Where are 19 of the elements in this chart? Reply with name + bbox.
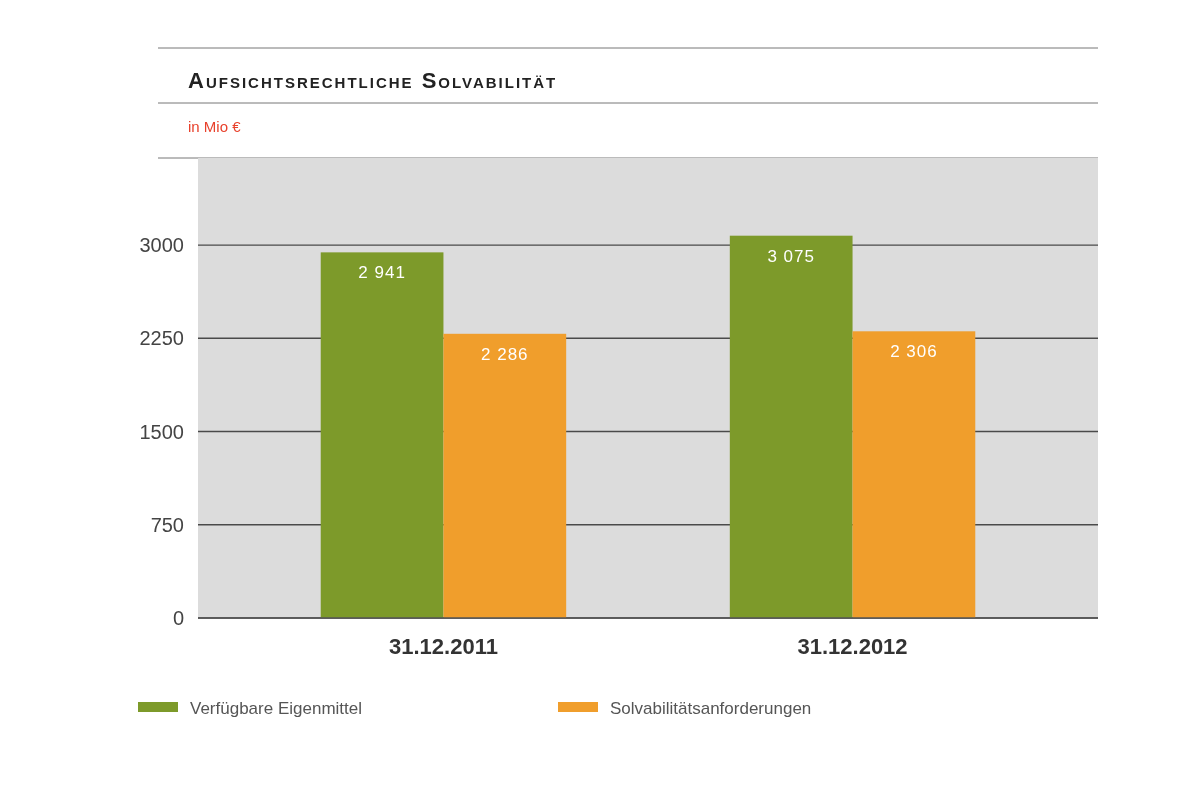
- x-tick-label: 31.12.2012: [797, 634, 908, 659]
- bar: [320, 252, 444, 618]
- bar: [443, 333, 567, 618]
- bar: [729, 235, 853, 618]
- chart-subtitle: in Mio €: [188, 118, 242, 135]
- data-label: 2 286: [481, 344, 529, 364]
- data-label: 3 075: [767, 246, 815, 266]
- legend-label: Solvabilitätsanforderungen: [610, 698, 812, 718]
- chart-title: Aufsichtsrechtliche Solvabilität: [188, 68, 558, 93]
- y-tick-label: 3000: [139, 234, 184, 257]
- legend-label: Verfügbare Eigenmittel: [190, 698, 362, 718]
- bar: [852, 331, 976, 618]
- x-tick-label: 31.12.2011: [389, 634, 498, 659]
- y-tick-label: 0: [172, 607, 184, 629]
- data-label: 2 941: [358, 263, 406, 283]
- y-tick-label: 2250: [139, 327, 184, 350]
- y-tick-label: 1500: [139, 420, 184, 443]
- y-tick-label: 750: [150, 513, 184, 536]
- data-label: 2 306: [890, 342, 938, 362]
